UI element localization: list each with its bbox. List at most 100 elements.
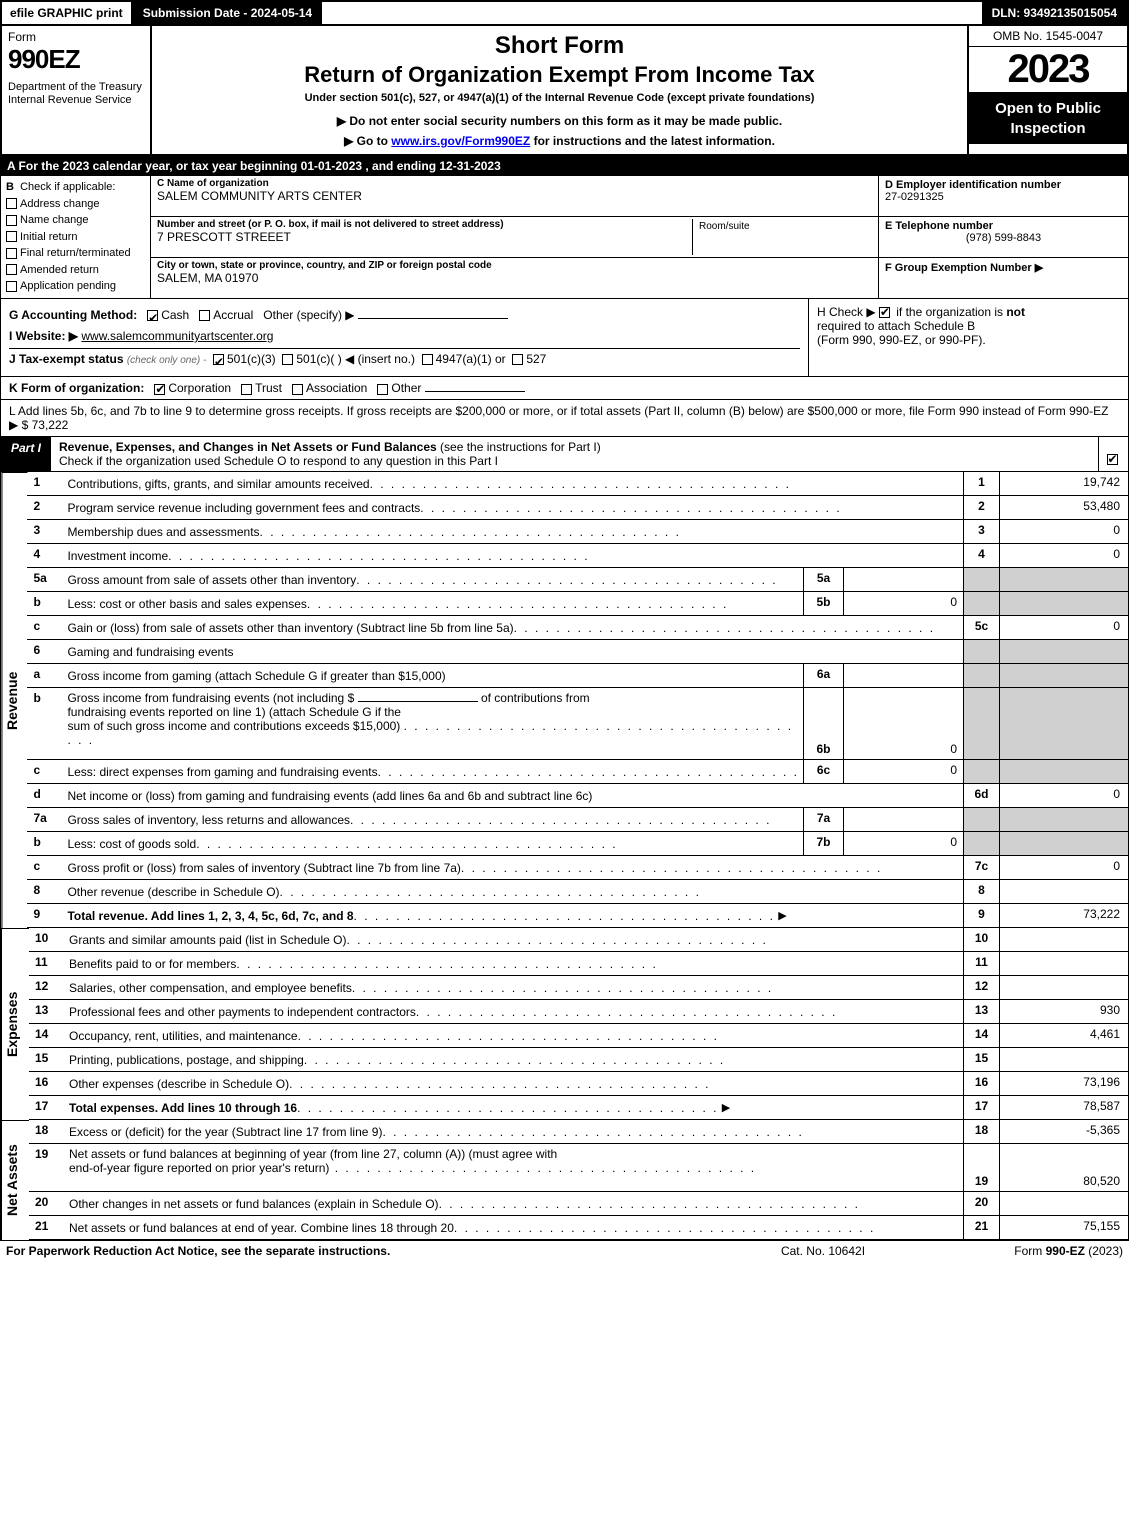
r5a-desc: Gross amount from sale of assets other t…	[63, 568, 803, 591]
row-8: 8 Other revenue (describe in Schedule O)…	[27, 880, 1129, 904]
section-b: B Check if applicable: Address change Na…	[1, 176, 151, 298]
r8-text: Other revenue (describe in Schedule O)	[67, 885, 279, 899]
r4-dots	[168, 549, 589, 563]
irs-link[interactable]: www.irs.gov/Form990EZ	[391, 134, 530, 148]
r6a-sv	[843, 664, 963, 687]
footer-right-post: (2023)	[1085, 1244, 1123, 1258]
street-label: Number and street (or P. O. box, if mail…	[157, 219, 692, 230]
r6a-lnum	[963, 664, 999, 687]
footer-left: For Paperwork Reduction Act Notice, see …	[6, 1244, 723, 1258]
r1-lval: 19,742	[999, 472, 1129, 495]
revenue-body: 1 Contributions, gifts, grants, and simi…	[27, 472, 1129, 928]
r4-lval: 0	[999, 544, 1129, 567]
checkbox-amended-return[interactable]	[6, 264, 17, 275]
r5a-num: 5a	[27, 568, 63, 591]
l-arrow: ▶ $	[9, 418, 28, 432]
r6c-sc: 6c	[803, 760, 843, 783]
checkbox-h[interactable]	[879, 307, 890, 318]
r1-dots	[370, 477, 791, 491]
r18-desc: Excess or (deficit) for the year (Subtra…	[65, 1120, 963, 1143]
r3-num: 3	[27, 520, 63, 543]
checkbox-name-change[interactable]	[6, 215, 17, 226]
r8-lval	[999, 880, 1129, 903]
r6c-num: c	[27, 760, 63, 783]
checkbox-4947[interactable]	[422, 354, 433, 365]
r6-num: 6	[27, 640, 63, 663]
i-label: I Website: ▶	[9, 329, 78, 343]
phone-cell: E Telephone number (978) 599-8843	[879, 217, 1128, 258]
checkbox-corporation[interactable]	[154, 384, 165, 395]
room-suite-cell: Room/suite	[692, 219, 872, 255]
checkbox-association[interactable]	[292, 384, 303, 395]
r18-lval: -5,365	[999, 1120, 1129, 1143]
checkbox-accrual[interactable]	[199, 310, 210, 321]
r4-desc: Investment income	[63, 544, 963, 567]
row-9: 9 Total revenue. Add lines 1, 2, 3, 4, 5…	[27, 904, 1129, 928]
g-label: G Accounting Method:	[9, 308, 137, 322]
org-name-label: C Name of organization	[157, 178, 872, 189]
checkbox-address-change[interactable]	[6, 198, 17, 209]
r19-desc: Net assets or fund balances at beginning…	[65, 1144, 963, 1191]
r4-text: Investment income	[67, 549, 168, 563]
checkbox-501c3[interactable]	[213, 354, 224, 365]
r6d-lnum: 6d	[963, 784, 999, 807]
r7a-sv	[843, 808, 963, 831]
row-7c: c Gross profit or (loss) from sales of i…	[27, 856, 1129, 880]
r8-dots	[280, 885, 701, 899]
org-street-row: Number and street (or P. O. box, if mail…	[151, 217, 878, 258]
r14-text: Occupancy, rent, utilities, and maintena…	[69, 1029, 298, 1043]
r5c-text: Gain or (loss) from sale of assets other…	[67, 621, 513, 635]
checkbox-527[interactable]	[512, 354, 523, 365]
footer-right-pre: Form	[1014, 1244, 1045, 1258]
r6b-blank[interactable]	[358, 701, 478, 702]
goto-line: ▶ Go to www.irs.gov/Form990EZ for instru…	[160, 134, 959, 148]
checkbox-application-pending[interactable]	[6, 281, 17, 292]
checkbox-trust[interactable]	[241, 384, 252, 395]
k-assoc: Association	[306, 381, 367, 395]
b-label: B	[6, 181, 14, 193]
phone-value: (978) 599-8843	[885, 232, 1122, 244]
checkbox-other-org[interactable]	[377, 384, 388, 395]
form-number: 990EZ	[8, 44, 144, 75]
org-name-value: SALEM COMMUNITY ARTS CENTER	[157, 189, 872, 203]
line-j: J Tax-exempt status (check only one) - 5…	[9, 349, 800, 371]
r6b-sc: 6b	[803, 688, 843, 759]
part1-tab: Part I	[1, 437, 51, 471]
r8-num: 8	[27, 880, 63, 903]
r6-lval	[999, 640, 1129, 663]
r2-dots	[420, 501, 841, 515]
checkbox-schedule-o[interactable]	[1107, 454, 1118, 465]
r13-desc: Professional fees and other payments to …	[65, 1000, 963, 1023]
checkbox-501c[interactable]	[282, 354, 293, 365]
checkbox-cash[interactable]	[147, 310, 158, 321]
r6b-d1: Gross income from fundraising events (no…	[67, 691, 354, 705]
checkbox-initial-return[interactable]	[6, 231, 17, 242]
r10-num: 10	[29, 928, 65, 951]
form-word: Form	[8, 30, 144, 44]
r7b-dots	[196, 837, 617, 851]
r5b-dots	[307, 597, 728, 611]
line-a-tax-year: A For the 2023 calendar year, or tax yea…	[0, 156, 1129, 176]
net-assets-side-label: Net Assets	[1, 1120, 29, 1240]
r2-lval: 53,480	[999, 496, 1129, 519]
efile-print-label[interactable]: efile GRAPHIC print	[2, 2, 133, 24]
ghij-block: G Accounting Method: Cash Accrual Other …	[0, 299, 1129, 378]
row-14: 14 Occupancy, rent, utilities, and maint…	[29, 1024, 1129, 1048]
website-value[interactable]: www.salemcommunityartscenter.org	[81, 329, 273, 343]
r3-desc: Membership dues and assessments	[63, 520, 963, 543]
row-5c: c Gain or (loss) from sale of assets oth…	[27, 616, 1129, 640]
checkbox-final-return[interactable]	[6, 248, 17, 259]
r5b-text: Less: cost or other basis and sales expe…	[67, 597, 306, 611]
r7b-num: b	[27, 832, 63, 855]
g-other-blank[interactable]	[358, 318, 508, 319]
r9-arrow: ▶	[778, 909, 786, 922]
r16-lval: 73,196	[999, 1072, 1129, 1095]
k-other-blank[interactable]	[425, 391, 525, 392]
r17-dots	[297, 1101, 718, 1115]
r17-desc: Total expenses. Add lines 10 through 16 …	[65, 1096, 963, 1119]
r13-text: Professional fees and other payments to …	[69, 1005, 416, 1019]
r12-dots	[352, 981, 773, 995]
r17-lnum: 17	[963, 1096, 999, 1119]
row-6a: a Gross income from gaming (attach Sched…	[27, 664, 1129, 688]
revenue-side-label: Revenue	[1, 472, 27, 928]
